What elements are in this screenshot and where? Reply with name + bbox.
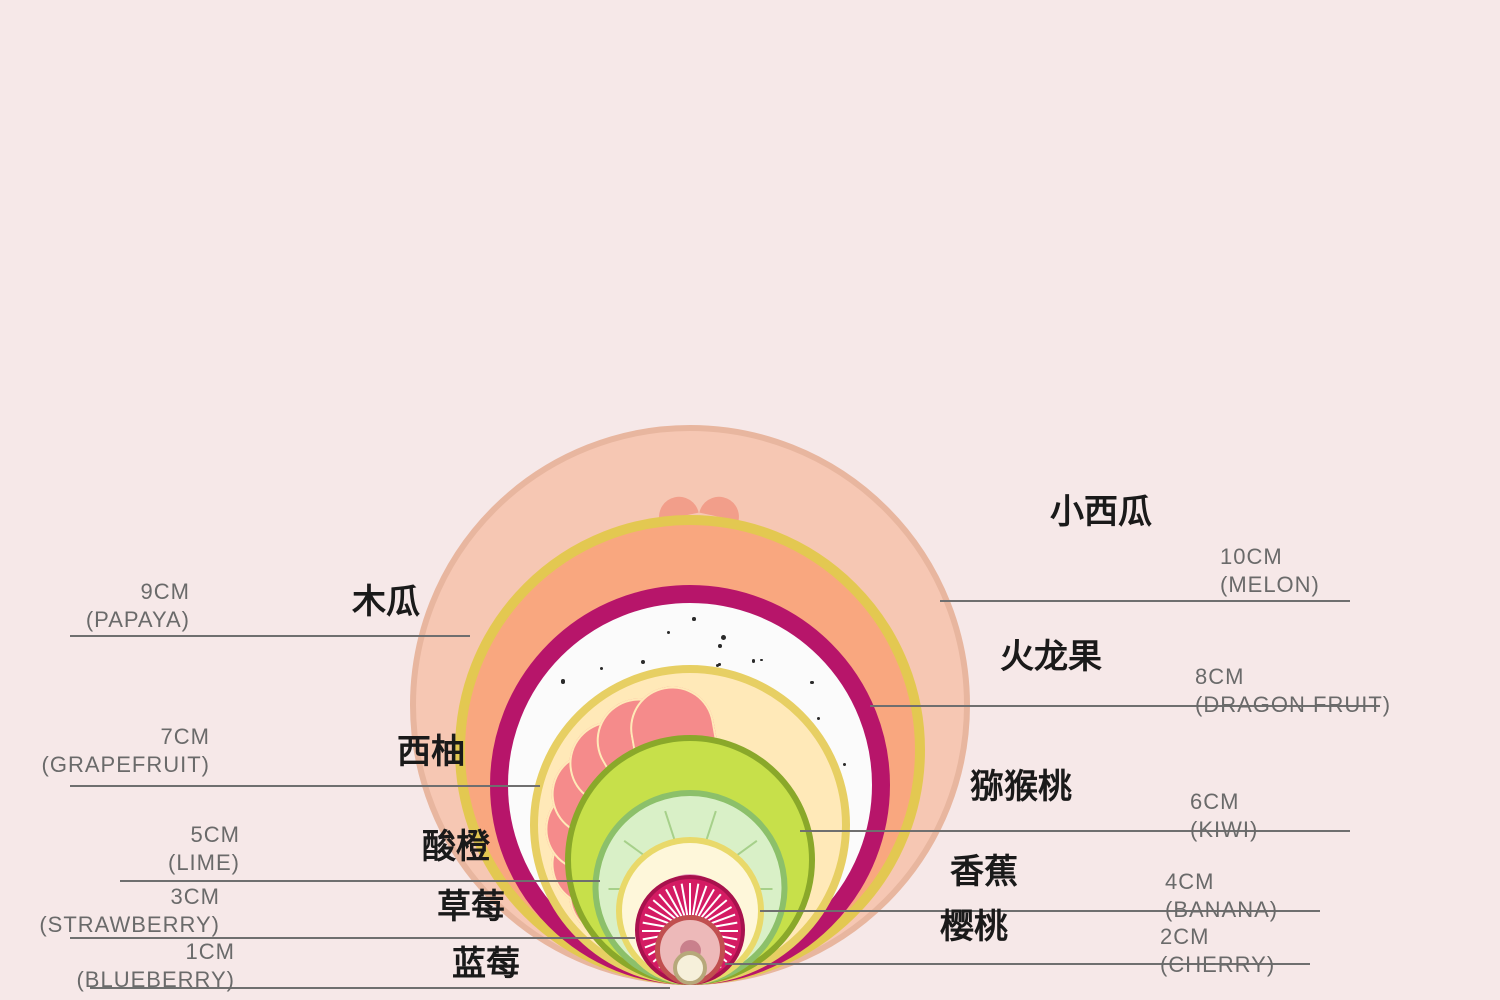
- label-en-dragonfruit: 8CM(DRAGON FRUIT): [1195, 663, 1391, 718]
- label-en-kiwi: 6CM(KIWI): [1190, 788, 1258, 843]
- label-en-blueberry: 1CM(BLUEBERRY): [76, 938, 235, 993]
- label-cn-kiwi: 猕猴桃: [970, 759, 1072, 808]
- label-cn-cherry: 樱桃: [940, 899, 1008, 948]
- label-en-banana: 4CM(BANANA): [1165, 868, 1278, 923]
- label-en-melon: 10CM(MELON): [1220, 543, 1320, 598]
- label-cn-grapefruit: 西柚: [397, 724, 465, 773]
- label-cn-banana: 香蕉: [950, 844, 1018, 893]
- label-cn-blueberry: 蓝莓: [452, 936, 520, 985]
- label-cn-strawberry: 草莓: [437, 879, 505, 928]
- label-cn-papaya: 木瓜: [352, 574, 420, 623]
- leader-papaya: [70, 635, 470, 637]
- label-en-grapefruit: 7CM(GRAPEFRUIT): [42, 723, 210, 778]
- leader-kiwi: [800, 830, 1350, 832]
- label-cn-melon: 小西瓜: [1050, 484, 1152, 533]
- leader-grapefruit: [70, 785, 540, 787]
- label-en-papaya: 9CM(PAPAYA): [86, 578, 190, 633]
- fruit-disc-blueberry: [673, 951, 707, 985]
- label-en-cherry: 2CM(CHERRY): [1160, 923, 1275, 978]
- label-cn-lime: 酸橙: [422, 819, 490, 868]
- leader-melon: [940, 600, 1350, 602]
- leader-lime: [120, 880, 600, 882]
- label-cn-dragonfruit: 火龙果: [1000, 629, 1102, 678]
- label-en-lime: 5CM(LIME): [168, 821, 240, 876]
- label-en-strawberry: 3CM(STRAWBERRY): [39, 883, 220, 938]
